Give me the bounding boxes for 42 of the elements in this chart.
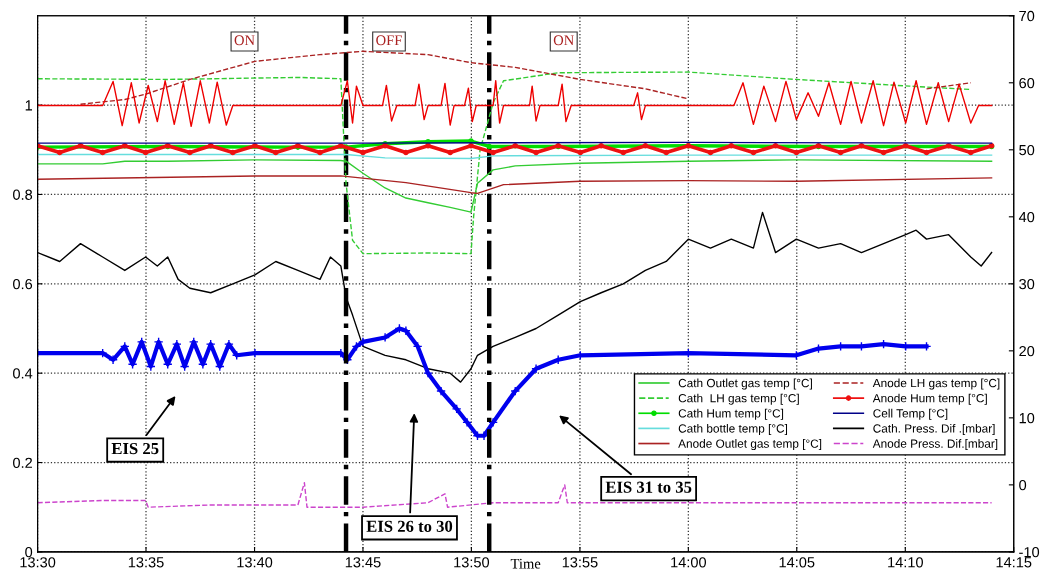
- annotation: ON: [553, 35, 574, 46]
- y2-tick-label: 50: [1019, 144, 1035, 156]
- y2-tick-label: 0: [1019, 479, 1027, 491]
- x-tick-label: 14:10: [888, 557, 923, 568]
- x-tick-label: 13:35: [128, 557, 164, 568]
- x-tick-label: 13:30: [20, 557, 56, 568]
- annotation: EIS 31 to 35: [605, 481, 692, 493]
- annotation: EIS 25: [111, 442, 159, 455]
- y2-tick-label: 40: [1018, 211, 1035, 223]
- legend-label: Anode Press. Dif.[mbar]: [872, 439, 998, 451]
- legend-label: Anode Hum temp [°C]: [872, 393, 987, 405]
- y2-tick-label: 70: [1019, 10, 1035, 22]
- x-tick-label: 14:05: [779, 557, 815, 568]
- y2-tick-label: 10: [1019, 412, 1035, 424]
- x-tick-label: 13:55: [562, 557, 598, 568]
- x-axis-title: Time: [510, 558, 541, 569]
- y2-tick-label: 60: [1019, 77, 1035, 89]
- legend-label: Cath Hum temp [°C]: [678, 408, 784, 420]
- x-tick-label: 13:40: [237, 557, 273, 568]
- annotation: ON: [234, 35, 255, 46]
- y2-tick-label: 30: [1019, 278, 1035, 290]
- legend-label: Cath. Press. Dif .[mbar]: [873, 423, 995, 435]
- y-tick-label: 0: [25, 546, 33, 558]
- legend-label: Cath Outlet gas temp [°C]: [678, 378, 812, 390]
- x-tick-label: 13:50: [454, 557, 490, 568]
- x-tick-label: 14:00: [671, 557, 707, 568]
- annotation: OFF: [376, 35, 402, 46]
- legend-label: Anode LH gas temp [°C]: [872, 378, 1000, 390]
- legend-label: Cell Temp [°C]: [873, 408, 948, 420]
- legend-label: Anode Outlet gas temp [°C]: [678, 439, 822, 451]
- y-tick-label: 0.6: [13, 278, 33, 290]
- y-tick-label: 1: [25, 100, 33, 111]
- annotation: EIS 26 to 30: [366, 520, 453, 532]
- y2-tick-label: 20: [1019, 345, 1035, 357]
- x-tick-label: 14:15: [996, 557, 1032, 568]
- y-tick-label: 0.4: [13, 368, 33, 379]
- y2-tick-label: -10: [1019, 546, 1040, 558]
- y-tick-label: 0.8: [13, 189, 33, 200]
- x-tick-label: 13:45: [345, 557, 381, 568]
- legend-label: Cath bottle temp [°C]: [678, 423, 788, 435]
- legend-label: Cath LH gas temp [°C]: [678, 393, 799, 405]
- y-tick-label: 0.2: [13, 457, 32, 468]
